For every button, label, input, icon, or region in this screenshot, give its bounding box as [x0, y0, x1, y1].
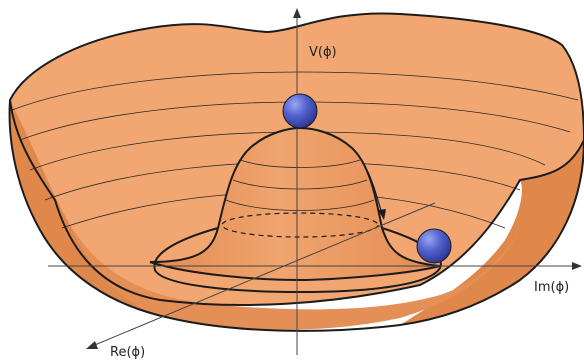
v-axis-label: V(ϕ) [309, 45, 337, 60]
hump-contours [225, 159, 375, 211]
bowl-rim-outline [8, 12, 584, 306]
ball-top-unstable [282, 93, 318, 129]
central-hump [149, 126, 441, 282]
re-axis-arrowhead [86, 341, 98, 349]
re-axis-label: Re(ϕ) [110, 345, 145, 360]
im-axis-label: Im(ϕ) [534, 280, 569, 295]
hump-base-dashed-ring [221, 212, 379, 238]
bowl-left-wall [9, 100, 170, 318]
v-axis-arrowhead [293, 8, 301, 18]
im-axis-arrowhead [572, 262, 582, 270]
bowl-right-wall [400, 140, 584, 325]
ball-trough-stable [416, 228, 452, 264]
rolling-arrowhead [378, 209, 386, 220]
bowl-front-lip [70, 225, 520, 330]
re-axis-line [89, 202, 436, 348]
axes [48, 12, 578, 355]
bowl-outer-silhouette [8, 99, 584, 332]
